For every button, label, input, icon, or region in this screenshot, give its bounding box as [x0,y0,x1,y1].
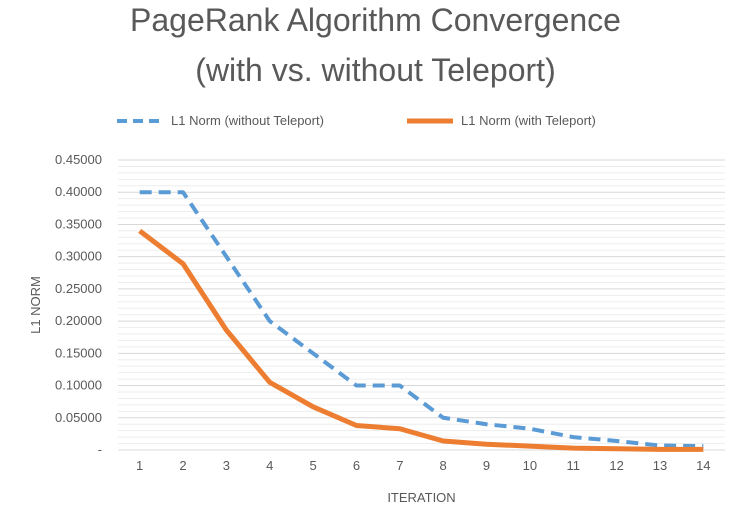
chart-legend: L1 Norm (without Teleport) L1 Norm (with… [0,113,751,137]
x-tick-label: 13 [653,458,667,473]
legend-swatch-dashed [117,118,163,123]
series-line-without-teleport [139,190,704,449]
y-tick-label: 0.15000 [55,345,102,360]
legend-item-with-teleport: L1 Norm (with Teleport) [405,113,596,128]
legend-swatch-solid [407,118,453,123]
x-tick-label: 1 [136,458,143,473]
y-tick-label: 0.35000 [55,216,102,231]
x-axis-title: ITERATION [387,490,455,505]
series-lines [138,190,704,452]
y-tick-label: 0.10000 [55,378,102,393]
chart-title-line-2: (with vs. without Teleport) [195,52,556,88]
series-line-with-teleport [138,228,704,452]
x-tick-label: 8 [440,458,447,473]
x-tick-label: 6 [353,458,360,473]
legend-item-without-teleport: L1 Norm (without Teleport) [115,113,324,128]
y-tick-label: 0.30000 [55,249,102,264]
y-axis-ticks: - 0.05000 0.10000 0.15000 0.20000 0.25000 0.30… [55,152,102,457]
y-tick-label: 0.25000 [55,281,102,296]
x-tick-label: 4 [266,458,273,473]
x-tick-label: 11 [567,458,581,473]
x-axis-ticks: 1 2 3 4 5 6 7 8 9 10 11 12 13 14 [136,458,710,473]
y-tick-label: 0.40000 [55,184,102,199]
x-tick-label: 10 [523,458,537,473]
y-tick-label: - [98,442,102,457]
x-tick-label: 7 [396,458,403,473]
y-tick-label: 0.45000 [55,152,102,167]
x-tick-label: 9 [483,458,490,473]
x-tick-label: 5 [309,458,316,473]
x-tick-label: 2 [179,458,186,473]
y-tick-label: 0.05000 [55,410,102,425]
y-axis-title: L1 NORM [28,276,43,334]
x-tick-label: 3 [223,458,230,473]
chart-title-line-1: PageRank Algorithm Convergence [130,2,621,38]
x-tick-label: 12 [609,458,623,473]
legend-label-with-teleport: L1 Norm (with Teleport) [461,113,596,128]
legend-label-without-teleport: L1 Norm (without Teleport) [171,113,324,128]
y-tick-label: 0.20000 [55,313,102,328]
x-tick-label: 14 [696,458,710,473]
